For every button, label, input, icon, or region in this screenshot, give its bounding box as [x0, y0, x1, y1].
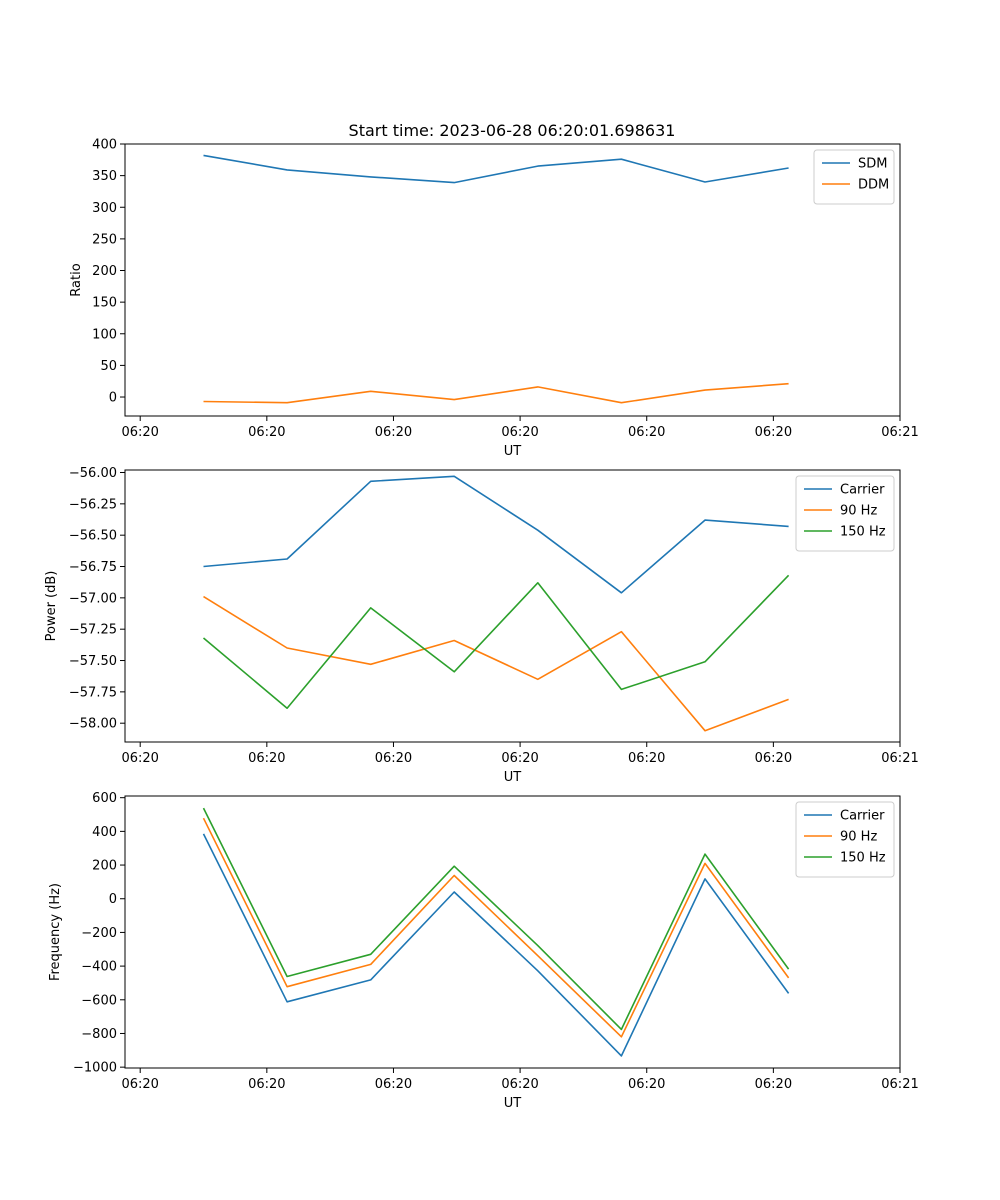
series-line-carrier: [203, 475, 789, 594]
x-tick-label: 06:20: [121, 425, 158, 440]
y-axis-label: Power (dB): [44, 571, 59, 642]
y-tick-label: −56.50: [69, 529, 117, 544]
y-tick-label: 0: [109, 892, 117, 907]
subplot-1: 06:20 06:20 06:20 06:20 06:20 06:20 06:21 0 50 10…: [69, 138, 919, 460]
x-axis-label: UT: [504, 1096, 522, 1111]
legend-entry: 150 Hz: [840, 525, 886, 540]
x-tick-label: 06:21: [881, 425, 918, 440]
subplot-3: 06:20 06:20 06:20 06:20 06:20 06:20 06:21 −1000…: [48, 791, 919, 1111]
y-tick-label: −800: [81, 1027, 117, 1042]
y-tick-label: 150: [92, 296, 117, 311]
y-tick-label: −600: [81, 993, 117, 1008]
legend-box: [795, 475, 895, 552]
y-tick-label: −400: [81, 960, 117, 975]
y-tick-label: −200: [81, 926, 117, 941]
y-tick-label: 350: [92, 169, 117, 184]
y-tick-label: 400: [92, 825, 117, 840]
legend-entry: Carrier: [840, 809, 885, 824]
y-tick-label: 200: [92, 859, 117, 874]
y-tick-label: −56.00: [69, 466, 117, 481]
series-line-ddm: [203, 382, 789, 404]
x-tick-label: 06:20: [248, 425, 285, 440]
x-tick-label: 06:20: [121, 751, 158, 766]
figure-title: Start time: 2023-06-28 06:20:01.698631: [349, 121, 676, 140]
y-tick-label: 100: [92, 327, 117, 342]
x-tick-label: 06:20: [248, 751, 285, 766]
legend: Carrier 90 Hz 150 Hz: [795, 475, 895, 552]
legend-entry: SDM: [858, 157, 887, 172]
legend-entry: DDM: [858, 178, 889, 193]
series-line-90-hz: [202, 817, 790, 1038]
y-tick-label: 300: [92, 201, 117, 216]
x-tick-label: 06:20: [755, 751, 792, 766]
x-tick-label: 06:20: [375, 751, 412, 766]
y-tick-label: 250: [92, 232, 117, 247]
y-tick-label: −58.00: [69, 717, 117, 732]
y-tick-label: −57.25: [69, 623, 117, 638]
series-line-150-hz: [202, 807, 790, 1031]
legend-entry: 150 Hz: [840, 851, 886, 866]
x-axis-label: UT: [504, 444, 522, 459]
x-tick-label: 06:20: [375, 1077, 412, 1092]
legend-entry: Carrier: [840, 483, 885, 498]
legend-entry: 90 Hz: [840, 830, 877, 845]
y-tick-label: −57.50: [69, 654, 117, 669]
x-tick-label: 06:20: [628, 1077, 665, 1092]
subplot-2: 06:20 06:20 06:20 06:20 06:20 06:20 06:21 −58.0…: [44, 466, 919, 785]
x-axis-label: UT: [504, 770, 522, 785]
series-line-150-hz: [202, 574, 790, 710]
x-tick-label: 06:20: [755, 1077, 792, 1092]
y-tick-label: −57.00: [69, 591, 117, 606]
y-tick-label: 400: [92, 138, 117, 153]
x-tick-label: 06:20: [628, 751, 665, 766]
legend: Carrier 90 Hz 150 Hz: [795, 801, 895, 878]
y-tick-label: 0: [109, 391, 117, 406]
y-axis-label: Frequency (Hz): [48, 883, 63, 981]
x-tick-label: 06:21: [881, 1077, 918, 1092]
y-tick-label: −1000: [73, 1061, 117, 1076]
x-tick-label: 06:20: [755, 425, 792, 440]
x-tick-label: 06:21: [881, 751, 918, 766]
x-tick-label: 06:20: [375, 425, 412, 440]
y-tick-label: −56.75: [69, 560, 117, 575]
x-tick-label: 06:20: [501, 1077, 538, 1092]
x-tick-label: 06:20: [501, 751, 538, 766]
y-tick-label: 200: [92, 264, 117, 279]
axes-frame: [124, 143, 901, 417]
legend-box: [795, 801, 895, 878]
y-axis-label: Ratio: [69, 263, 84, 296]
axes-frame: [124, 469, 901, 743]
y-tick-label: −57.75: [69, 685, 117, 700]
series-line-90-hz: [203, 595, 789, 732]
legend-entry: 90 Hz: [840, 504, 877, 519]
y-tick-label: −56.25: [69, 497, 117, 512]
x-tick-label: 06:20: [628, 425, 665, 440]
subplots: 06:20 06:20 06:20 06:20 06:20 06:20 06:21 0 50 10…: [44, 138, 919, 1112]
y-tick-label: 50: [100, 359, 117, 374]
series-line-sdm: [203, 154, 789, 184]
x-tick-label: 06:20: [501, 425, 538, 440]
y-tick-label: 600: [92, 791, 117, 806]
legend: SDM DDM: [813, 149, 895, 205]
x-tick-label: 06:20: [248, 1077, 285, 1092]
series-line-carrier: [202, 833, 790, 1057]
x-tick-label: 06:20: [121, 1077, 158, 1092]
